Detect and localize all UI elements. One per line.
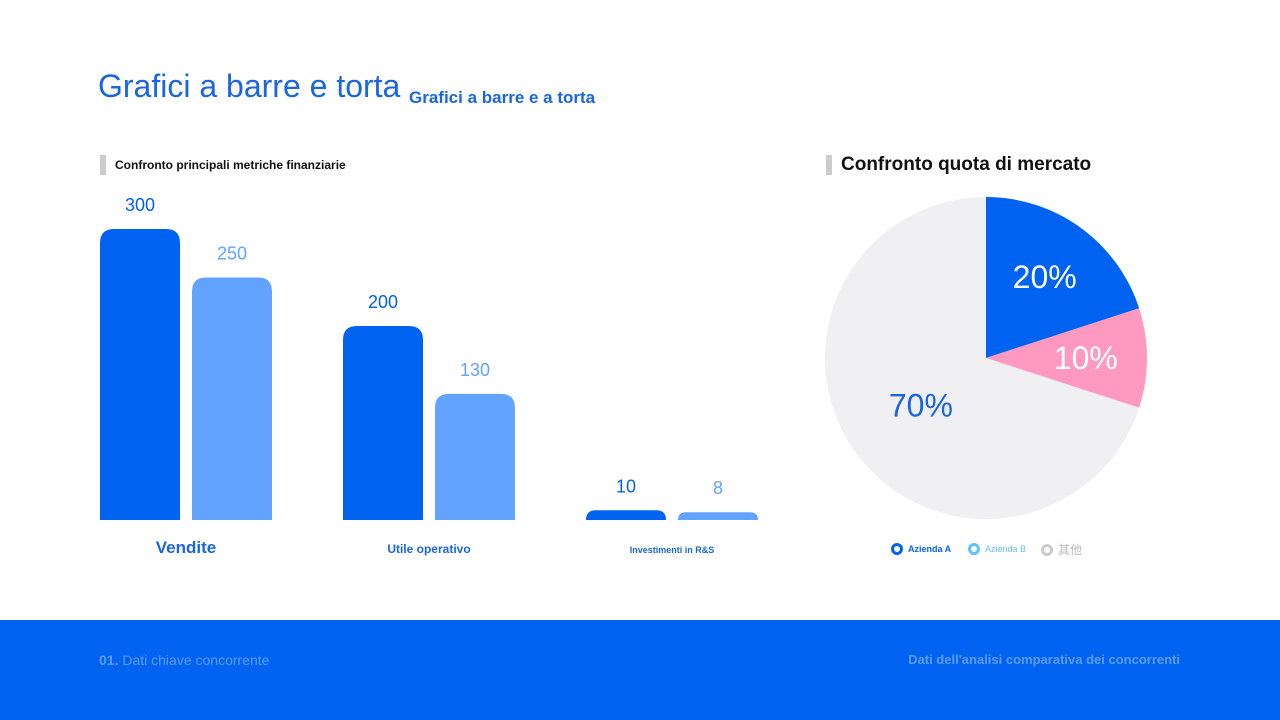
section-number: 01. bbox=[99, 652, 119, 668]
bar-value-label: 130 bbox=[460, 360, 490, 380]
bar bbox=[435, 393, 515, 520]
bar bbox=[678, 512, 758, 520]
bar-chart-title: Confronto principali metriche finanziari… bbox=[115, 158, 346, 172]
charts-svg: 300 250 Vendite 200 130 Utile operativo 10 8 Inv… bbox=[100, 195, 1147, 557]
pie-chart-title: Confronto quota di mercato bbox=[841, 154, 1092, 175]
pie-slice bbox=[986, 308, 1147, 408]
bar-value-label: 10 bbox=[616, 476, 636, 496]
category-label: Investimenti in R&S bbox=[630, 545, 715, 555]
bar-value-label: 250 bbox=[217, 244, 247, 264]
bar bbox=[343, 326, 423, 520]
pie-slice bbox=[825, 197, 1140, 520]
category-label: Utile operativo bbox=[387, 542, 470, 556]
section-label: Dati chiave concorrente bbox=[122, 652, 270, 668]
category-label: Vendite bbox=[156, 538, 216, 557]
footer-bar bbox=[0, 620, 1280, 720]
legend-item-other: 其他 bbox=[1041, 541, 1082, 558]
pie-slice-label: 20% bbox=[1013, 259, 1077, 295]
legend-dot-icon bbox=[1041, 543, 1053, 556]
bar-value-label: 200 bbox=[368, 292, 398, 312]
pie-slice bbox=[986, 197, 1140, 358]
legend-item-a: Azienda A bbox=[891, 543, 951, 555]
bar bbox=[100, 229, 180, 520]
legend-label: Azienda A bbox=[908, 544, 952, 554]
footer-right-text: Dati dell'analisi comparativa dei concor… bbox=[908, 652, 1180, 667]
bar bbox=[586, 510, 666, 520]
page-title: Grafici a barre e torta bbox=[98, 68, 401, 104]
legend-dot-icon bbox=[968, 543, 980, 555]
page-subtitle: Grafici a barre e a torta bbox=[409, 88, 596, 107]
legend-item-b: Azienda B bbox=[968, 543, 1026, 555]
bar-value-label: 300 bbox=[125, 195, 155, 215]
legend-label: 其他 bbox=[1058, 543, 1083, 557]
bar-value-label: 8 bbox=[713, 478, 723, 498]
footer-section: 01. Dati chiave concorrente bbox=[99, 652, 269, 668]
section-marker bbox=[826, 155, 832, 175]
pie-slice-label: 70% bbox=[889, 387, 953, 423]
bar bbox=[192, 277, 272, 520]
legend-dot-icon bbox=[891, 543, 903, 555]
pie-slice-label: 10% bbox=[1054, 340, 1118, 376]
legend-label: Azienda B bbox=[985, 544, 1027, 554]
section-marker bbox=[100, 155, 106, 175]
